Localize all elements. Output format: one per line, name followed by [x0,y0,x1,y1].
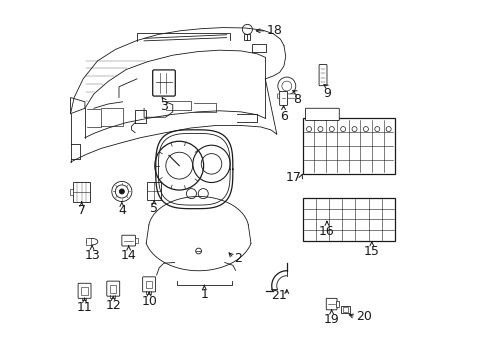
FancyBboxPatch shape [325,298,336,310]
Bar [336,301,339,307]
FancyBboxPatch shape [279,91,287,105]
Bar [302,118,394,174]
Bar [342,307,348,312]
Bar [341,306,349,314]
Bar [135,238,138,243]
Bar [81,287,87,295]
Bar [244,35,250,40]
Bar [86,238,91,244]
Text: 20: 20 [355,310,371,324]
Text: 19: 19 [323,314,339,327]
Text: 18: 18 [266,24,282,37]
Bar [73,182,90,202]
Bar [70,189,73,195]
Text: 2: 2 [233,252,241,265]
Text: 10: 10 [141,296,157,309]
Text: 16: 16 [319,225,334,238]
FancyBboxPatch shape [305,108,339,121]
Text: 21: 21 [270,289,286,302]
FancyBboxPatch shape [152,70,175,96]
Bar [302,198,394,241]
FancyBboxPatch shape [319,64,326,86]
Text: 1: 1 [200,288,208,301]
Text: 4: 4 [118,204,125,217]
Circle shape [119,189,124,194]
Bar [110,285,116,293]
Text: 14: 14 [121,249,136,262]
Text: 11: 11 [77,301,92,314]
Bar [145,281,152,288]
FancyBboxPatch shape [122,235,135,246]
FancyBboxPatch shape [142,277,155,292]
Text: 15: 15 [363,245,379,258]
Text: 9: 9 [323,87,330,100]
Text: 12: 12 [105,299,121,312]
Bar [147,182,161,200]
Text: 13: 13 [84,249,100,262]
Text: 17: 17 [285,171,301,184]
Text: 6: 6 [279,110,287,123]
Text: 7: 7 [78,204,85,217]
Text: 8: 8 [293,93,301,106]
Text: 5: 5 [150,202,158,215]
FancyBboxPatch shape [106,281,120,296]
Text: 3: 3 [160,100,168,113]
FancyBboxPatch shape [277,94,296,98]
FancyBboxPatch shape [78,283,91,298]
